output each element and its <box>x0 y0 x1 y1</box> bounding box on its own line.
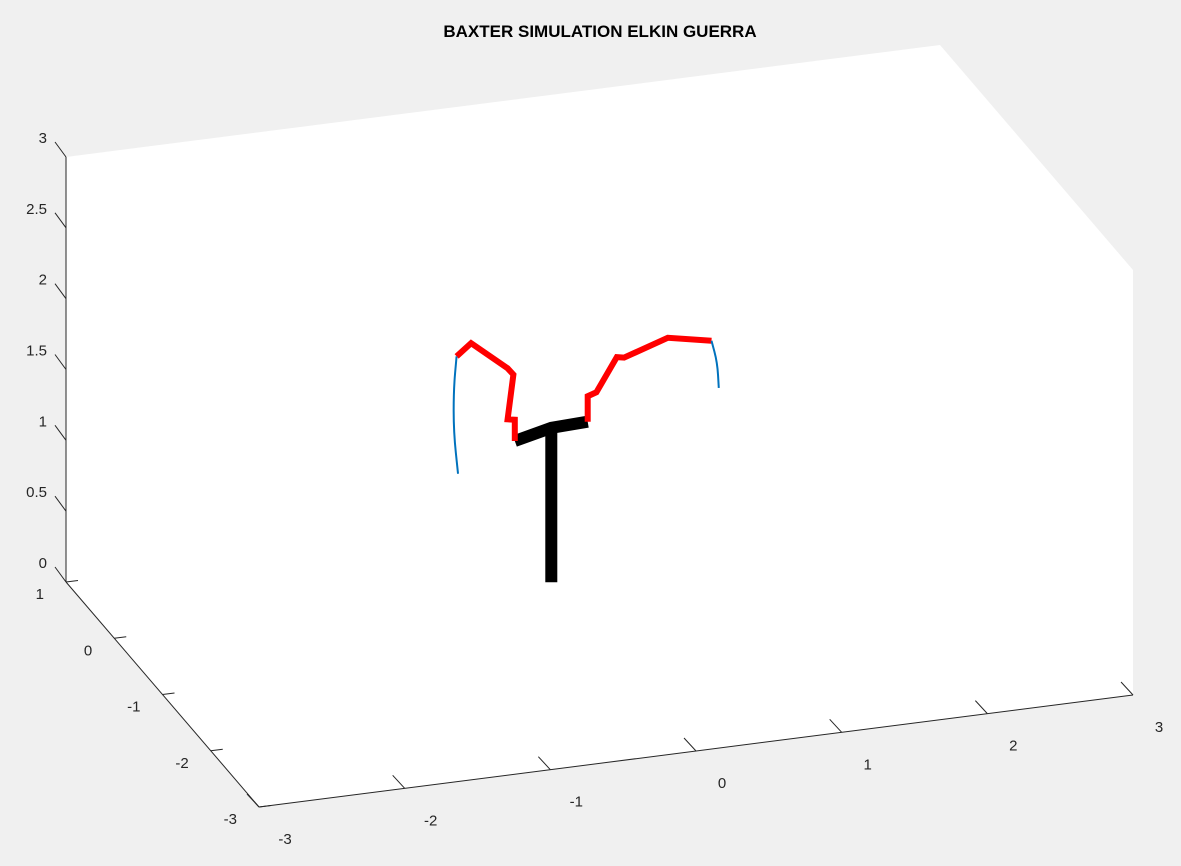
z-tick-label: 2 <box>39 272 47 289</box>
x-tick-label: -1 <box>570 794 583 811</box>
z-tick-mark <box>54 141 67 158</box>
series-right-arm <box>584 334 712 422</box>
y-tick-label: -3 <box>224 811 237 828</box>
y-tick-mark <box>162 692 175 695</box>
z-tick-label: 0.5 <box>26 484 47 501</box>
z-tick-mark <box>54 495 67 512</box>
x-tick-mark <box>683 737 697 752</box>
z-axis-ticks: 0 0.5 1 1.5 2 2.5 3 <box>26 130 67 583</box>
z-tick-label: 3 <box>39 130 47 147</box>
z-tick-label: 1 <box>39 413 47 430</box>
z-tick-label: 2.5 <box>26 201 47 218</box>
z-tick-mark <box>54 212 67 229</box>
y-axis-ticks: -3 -2 -1 0 1 <box>36 580 272 828</box>
y-tick-label: 0 <box>84 642 92 659</box>
z-tick-label: 0 <box>39 555 47 572</box>
x-tick-mark <box>974 700 988 714</box>
x-tick-mark <box>537 756 551 770</box>
y-tick-mark <box>210 748 223 752</box>
series-left-trajectory <box>452 356 460 474</box>
x-tick-mark <box>392 774 406 789</box>
x-tick-mark <box>1120 681 1134 696</box>
y-tick-label: -2 <box>175 755 188 772</box>
y-tick-label: 1 <box>36 586 44 603</box>
axes-back-panel <box>66 45 1133 807</box>
chart-title: BAXTER SIMULATION ELKIN GUERRA <box>443 22 756 41</box>
y-tick-mark <box>114 636 127 639</box>
plot-lines <box>452 334 720 583</box>
series-right-trajectory <box>710 340 720 388</box>
z-tick-mark <box>54 425 67 441</box>
x-tick-mark <box>829 718 843 733</box>
x-axis-ticks: -3 -2 -1 0 1 2 3 <box>246 681 1163 848</box>
z-tick-label: 1.5 <box>26 342 47 359</box>
x-axis-line <box>258 694 1134 808</box>
z-tick-mark <box>54 283 67 299</box>
series-shoulders <box>512 415 589 447</box>
x-tick-label: -3 <box>278 831 291 848</box>
x-tick-mark <box>246 793 260 808</box>
x-tick-label: -2 <box>424 812 437 829</box>
y-tick-label: -1 <box>127 699 140 716</box>
x-tick-label: 1 <box>864 756 872 773</box>
z-tick-mark <box>54 354 67 370</box>
z-tick-mark <box>54 566 67 583</box>
x-tick-label: 2 <box>1009 738 1017 755</box>
x-tick-label: 0 <box>718 775 726 792</box>
x-tick-label: 3 <box>1155 719 1163 736</box>
y-tick-mark <box>258 805 272 808</box>
series-left-arm <box>454 339 518 441</box>
y-tick-mark <box>65 580 79 583</box>
